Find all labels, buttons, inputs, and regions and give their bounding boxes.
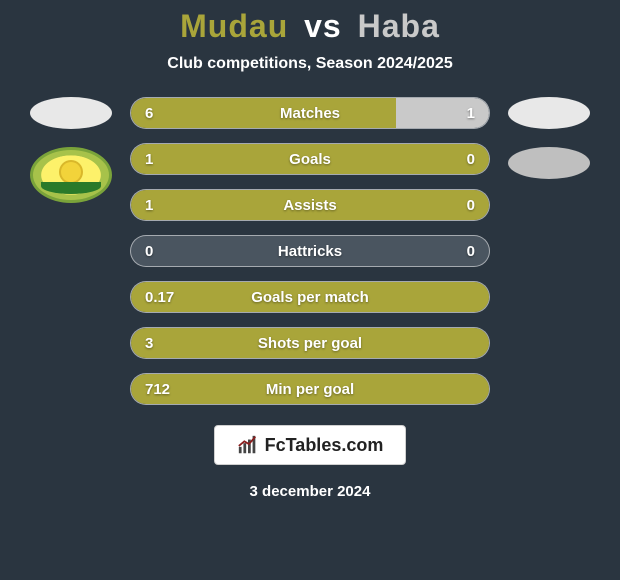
footer-date: 3 december 2024 [250, 483, 371, 500]
stat-row: 1 0 Goals [130, 143, 490, 175]
stat-label: Assists [283, 197, 336, 214]
stat-label: Min per goal [266, 381, 354, 398]
stat-label: Matches [280, 105, 340, 122]
team-badge-placeholder [508, 97, 590, 129]
stat-value-right: 0 [467, 151, 475, 168]
stat-row: 0.17 Goals per match [130, 281, 490, 313]
team-badge-placeholder [508, 147, 590, 179]
stat-value-left: 1 [145, 151, 153, 168]
bar-fill-player2 [396, 98, 489, 128]
brand-text: FcTables.com [265, 435, 384, 456]
page-title: Mudau vs Haba [180, 8, 440, 45]
stat-value-left: 3 [145, 335, 153, 352]
stat-value-right: 1 [467, 105, 475, 122]
stat-value-right: 0 [467, 243, 475, 260]
stat-label: Hattricks [278, 243, 342, 260]
stat-value-left: 1 [145, 197, 153, 214]
title-vs: vs [304, 8, 342, 44]
stat-value-left: 6 [145, 105, 153, 122]
right-badges-col [508, 97, 590, 405]
stat-row: 3 Shots per goal [130, 327, 490, 359]
stat-value-left: 0 [145, 243, 153, 260]
stat-row: 712 Min per goal [130, 373, 490, 405]
stat-label: Goals per match [251, 289, 369, 306]
chart-icon [237, 434, 259, 456]
stat-value-left: 712 [145, 381, 170, 398]
brand-badge: FcTables.com [214, 425, 407, 465]
left-badges-col [30, 97, 112, 405]
stat-row: 1 0 Assists [130, 189, 490, 221]
title-player1: Mudau [180, 8, 288, 44]
stat-label: Goals [289, 151, 331, 168]
stat-label: Shots per goal [258, 335, 362, 352]
root: Mudau vs Haba Club competitions, Season … [0, 0, 620, 580]
stat-value-left: 0.17 [145, 289, 174, 306]
stat-row: 6 1 Matches [130, 97, 490, 129]
team-logo [30, 147, 112, 203]
stat-value-right: 0 [467, 197, 475, 214]
stat-bars: 6 1 Matches 1 0 Goals 1 0 Assists 0 0 Hattricks 0.17… [130, 97, 490, 405]
title-player2: Haba [358, 8, 440, 44]
logo-ribbon [41, 182, 101, 194]
team-badge-placeholder [30, 97, 112, 129]
subtitle: Club competitions, Season 2024/2025 [167, 55, 452, 73]
bar-fill-player1 [131, 98, 396, 128]
sun-icon [61, 162, 81, 182]
stat-row: 0 0 Hattricks [130, 235, 490, 267]
main-comparison: 6 1 Matches 1 0 Goals 1 0 Assists 0 0 Hattricks 0.17… [0, 97, 620, 405]
